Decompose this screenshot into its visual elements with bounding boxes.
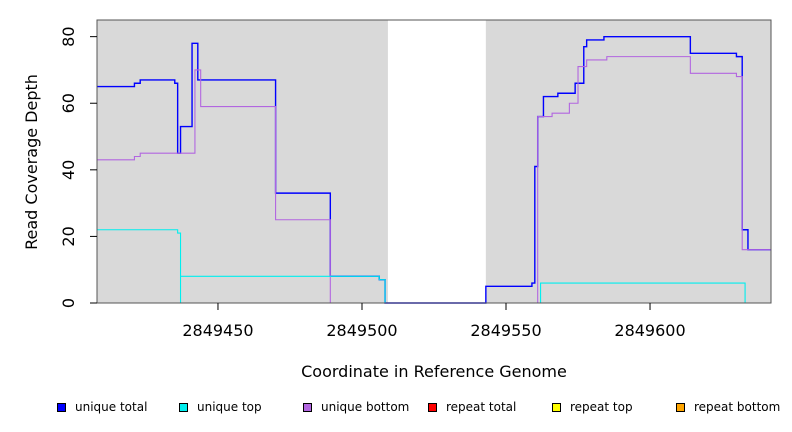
x-axis-label: Coordinate in Reference Genome [301,362,567,381]
y-tick-label: 80 [59,26,78,46]
series-line-unique-top [97,229,771,304]
x-tick-label: 2849500 [326,321,397,340]
legend-swatch [179,402,188,412]
legend-swatch [428,402,437,412]
y-tick-label: 40 [59,160,78,180]
legend-item: repeat bottom [676,400,780,414]
legend-label: unique top [197,400,262,414]
legend-label: unique bottom [321,400,410,414]
shaded-region-2 [485,20,771,303]
coverage-chart: 2849450 2849500 2849550 2849600 0 20 40 60 80 Co… [22,19,772,381]
legend-item: unique total [57,400,147,414]
legend-label: repeat top [570,400,633,414]
legend-swatch [552,402,561,412]
legend-swatch [303,402,312,412]
y-tick-label: 0 [59,298,78,308]
series-line-unique-bottom [97,56,771,304]
axes: 2849450 2849500 2849550 2849600 0 20 40 60 80 [59,26,686,340]
y-tick-label: 60 [59,93,78,113]
legend-swatch [676,402,685,412]
legend-label: unique total [75,400,148,414]
x-tick-label: 2849600 [614,321,685,340]
y-axis-label: Read Coverage Depth [22,74,41,250]
shaded-region-1 [97,20,388,303]
legend-label: repeat bottom [694,400,781,414]
legend-label: repeat total [446,400,517,414]
y-tick-label: 20 [59,226,78,246]
legend-item: repeat top [552,400,633,414]
legend-item: unique top [179,400,262,414]
x-tick-label: 2849450 [182,321,253,340]
x-tick-label: 2849550 [470,321,541,340]
legend: unique total unique top unique bottom repea… [0,400,792,418]
legend-swatch [57,402,66,412]
legend-item: unique bottom [303,400,409,414]
plot-frame [96,19,772,304]
shaded-regions [97,20,771,303]
legend-item: repeat total [428,400,516,414]
